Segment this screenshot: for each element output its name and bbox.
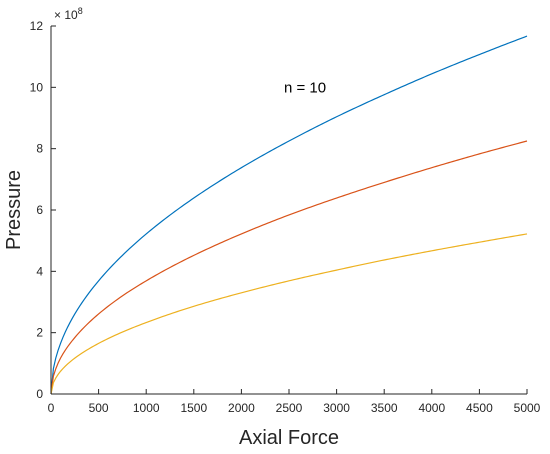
plot-background [51,26,527,394]
series-line-3 [50,233,528,395]
y-tick-label: 12 [30,19,44,33]
annotation-label: n = 10 [284,79,326,96]
x-tick-label: 3000 [323,401,350,415]
y-tick-label: 10 [30,80,44,94]
x-tick-label: 3500 [371,401,398,415]
ticks-layer: 0 500 1000 1500 2000 2500 3000 3500 4000 4500 5000… [30,19,541,415]
y-tick-label: 0 [36,387,43,401]
y-tick-label: 2 [36,326,43,340]
x-tick-label: 1000 [133,401,160,415]
x-axis-title: Axial Force [239,427,339,449]
x-tick-label: 4000 [418,401,445,415]
x-tick-label: 0 [48,401,55,415]
y-exponent-base: × 10 [54,8,78,22]
x-tick-label: 5000 [514,401,541,415]
series-line-2 [50,140,528,395]
x-tick-label: 2500 [276,401,303,415]
y-tick-label: 8 [36,142,43,156]
x-tick-label: 500 [89,401,109,415]
y-tick-label: 4 [36,264,43,278]
y-exponent-power: 8 [78,6,83,16]
y-tick-label: 6 [36,203,43,217]
x-tick-label: 2000 [228,401,255,415]
y-axis-title: Pressure [3,170,25,250]
series-layer [50,35,528,395]
x-tick-label: 4500 [466,401,493,415]
x-tick-label: 1500 [180,401,207,415]
y-exponent-label: × 108 [54,6,83,22]
plot-area [51,26,527,394]
series-line-1 [50,35,528,395]
